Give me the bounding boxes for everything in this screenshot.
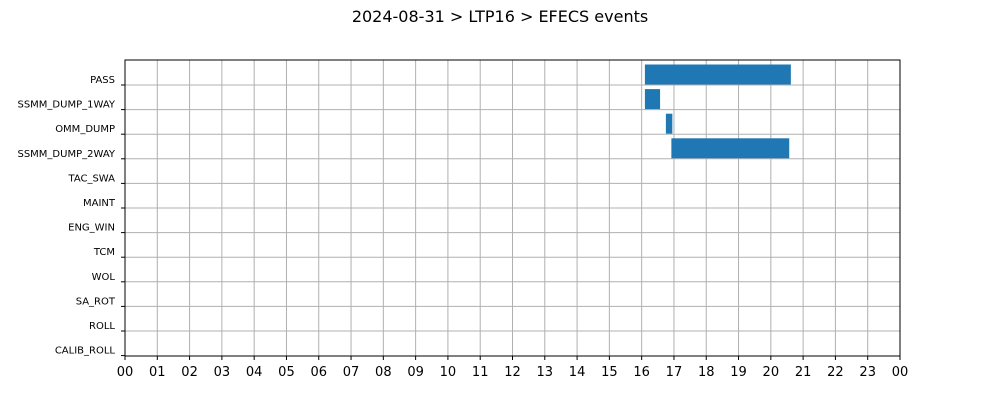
event-bar (644, 89, 661, 110)
x-tick-label: 05 (278, 365, 295, 380)
x-tick-label: 08 (375, 365, 392, 380)
x-tick-label: 22 (827, 365, 844, 380)
event-bars (644, 64, 791, 159)
x-tick-label: 17 (666, 365, 683, 380)
x-tick-label: 07 (343, 365, 360, 380)
grid (125, 60, 900, 356)
x-axis: 00 01 02 03 04 05 06 07 08 09 10 11 12 13 14 15 16 17 18 19… (117, 356, 909, 380)
y-tick-label: SSMM_DUMP_2WAY (17, 149, 115, 160)
x-tick-label: 16 (633, 365, 650, 380)
x-tick-label: 06 (310, 365, 327, 380)
x-tick-label: 04 (246, 365, 263, 380)
y-tick-label: SSMM_DUMP_1WAY (17, 100, 115, 111)
x-tick-label: 00 (117, 365, 134, 380)
x-tick-label: 18 (698, 365, 715, 380)
x-tick-label: 14 (569, 365, 586, 380)
y-axis: PASS SSMM_DUMP_1WAY OMM_DUMP SSMM_DUMP_2WAY… (17, 75, 125, 357)
x-tick-label: 01 (149, 365, 166, 380)
y-tick-label: ROLL (89, 321, 115, 332)
y-tick-label: OMM_DUMP (55, 124, 115, 135)
y-tick-label: MAINT (83, 198, 116, 209)
x-tick-label: 21 (795, 365, 812, 380)
y-tick-label: SA_ROT (76, 296, 116, 307)
x-tick-label: 02 (181, 365, 198, 380)
x-tick-label: 13 (537, 365, 554, 380)
x-tick-label: 03 (214, 365, 231, 380)
y-tick-label: ENG_WIN (68, 223, 115, 234)
chart-title: 2024-08-31 > LTP16 > EFECS events (352, 7, 648, 26)
y-tick-label: TAC_SWA (67, 173, 115, 184)
x-tick-label: 19 (730, 365, 747, 380)
x-tick-label: 00 (892, 365, 909, 380)
x-tick-label: 20 (763, 365, 780, 380)
x-tick-label: 10 (440, 365, 457, 380)
x-tick-label: 12 (504, 365, 521, 380)
y-tick-label: PASS (90, 75, 115, 86)
x-tick-label: 15 (601, 365, 618, 380)
y-tick-label: WOL (92, 272, 116, 283)
x-tick-label: 11 (472, 365, 489, 380)
x-tick-label: 23 (859, 365, 876, 380)
event-bar (671, 138, 790, 159)
y-tick-label: CALIB_ROLL (55, 346, 116, 357)
y-tick-label: TCM (93, 247, 115, 258)
event-bar (665, 113, 673, 134)
x-tick-label: 09 (407, 365, 424, 380)
event-bar (644, 64, 791, 85)
